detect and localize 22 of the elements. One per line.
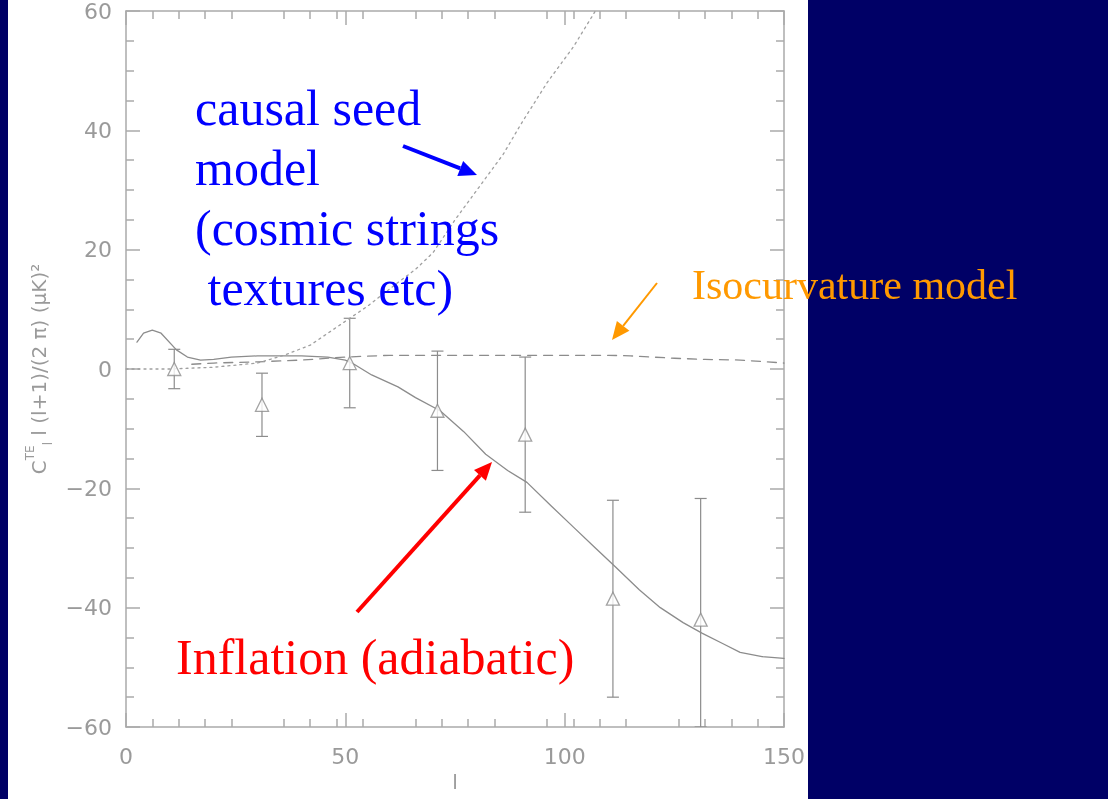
point [167,361,182,377]
point [342,355,357,371]
annotation: Inflation (adiabatic) [176,628,575,687]
x-axis-title: l [452,769,458,794]
annotation: causal seed model (cosmic strings textures etc) [195,79,500,318]
x-tick-label: 0 [119,743,133,769]
point [254,397,270,412]
y-tick-label: 0 [98,356,112,382]
y-axis-title: CTEl l (l+1)/(2 π) (μK)² [23,263,55,475]
y-tick-label: 40 [84,117,112,143]
x-tick-label: 150 [763,743,805,769]
y-tick-label: −60 [65,714,112,740]
point [430,403,445,418]
point [518,427,533,442]
y-tick-label: 20 [84,237,112,263]
y-tick-label: −20 [65,475,112,501]
y-tick-label: 60 [84,0,112,24]
y-tick-label: −40 [65,595,112,621]
x-tick-label: 50 [331,743,360,769]
point [605,591,621,606]
x-tick-label: 100 [543,743,586,769]
point [693,612,708,627]
